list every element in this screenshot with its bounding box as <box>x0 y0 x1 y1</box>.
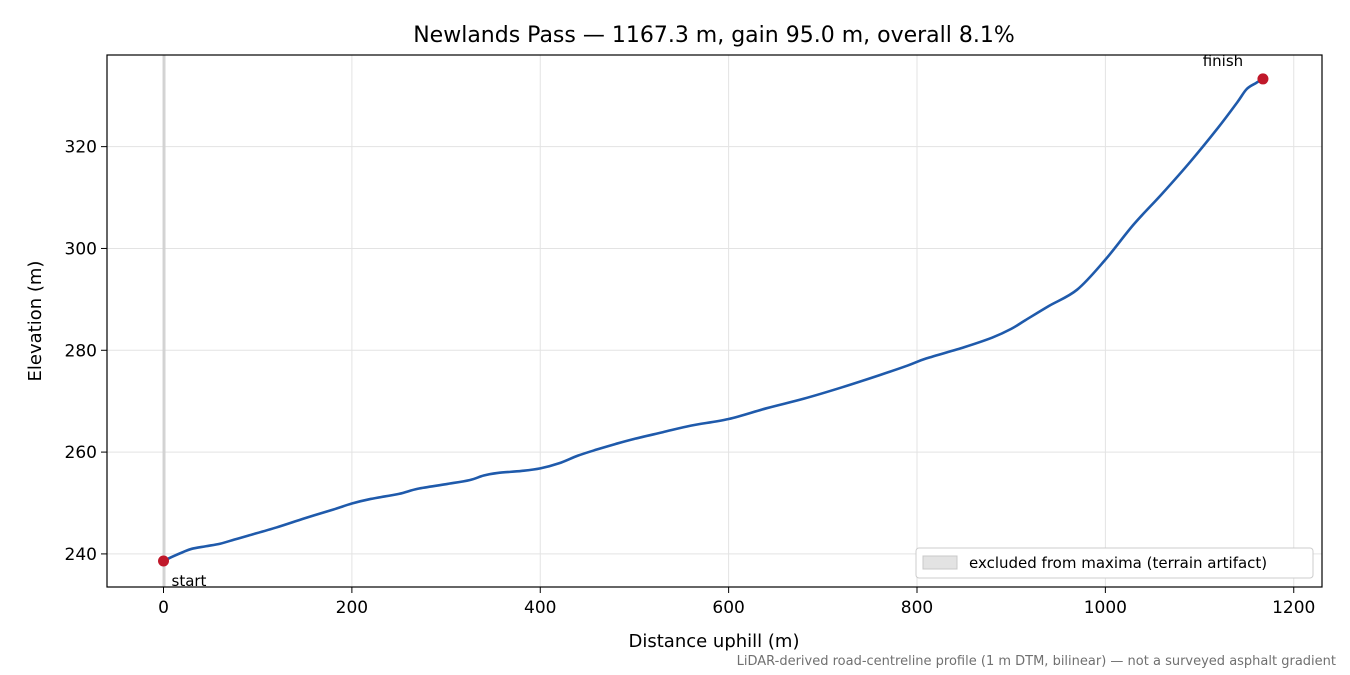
legend-entry-label: excluded from maxima (terrain artifact) <box>969 554 1267 572</box>
legend-box <box>915 547 1314 579</box>
x-tick-label: 1200 <box>1272 598 1315 618</box>
series-layer <box>162 77 1265 563</box>
y-tick-label: 320 <box>65 138 97 158</box>
annotation-start: start <box>172 572 207 590</box>
grid-layer <box>107 55 1322 587</box>
y-tick-label: 240 <box>65 545 97 565</box>
marker-start <box>158 555 170 567</box>
x-tick-label: 1000 <box>1084 598 1127 618</box>
elevation-line <box>162 77 1265 563</box>
y-axis-label: Elevation (m) <box>25 261 46 382</box>
x-tick-label: 800 <box>901 598 933 618</box>
excluded-region-layer <box>162 55 166 587</box>
y-tick-label: 280 <box>65 341 97 361</box>
chart-title: Newlands Pass — 1167.3 m, gain 95.0 m, o… <box>413 23 1015 48</box>
y-tick-label: 260 <box>65 443 97 463</box>
x-tick-label: 600 <box>712 598 744 618</box>
marker-layer: start finish <box>158 52 1269 590</box>
y-tick-label: 300 <box>65 239 97 259</box>
x-axis-label: Distance uphill (m) <box>629 631 800 652</box>
footnote: LiDAR-derived road-centreline profile (1… <box>737 654 1336 669</box>
x-tick-label: 400 <box>524 598 556 618</box>
plot-frame <box>106 54 1323 588</box>
x-tick-label: 0 <box>158 598 169 618</box>
x-tick-label: 200 <box>336 598 368 618</box>
marker-finish <box>1257 73 1269 85</box>
tick-layer: 0 200 400 600 800 1000 1200 240 260 280 300 320 <box>65 138 1316 618</box>
excluded-region <box>162 55 166 587</box>
legend-swatch <box>922 555 958 570</box>
annotation-finish: finish <box>1203 52 1243 70</box>
legend: excluded from maxima (terrain artifact) <box>915 547 1314 579</box>
